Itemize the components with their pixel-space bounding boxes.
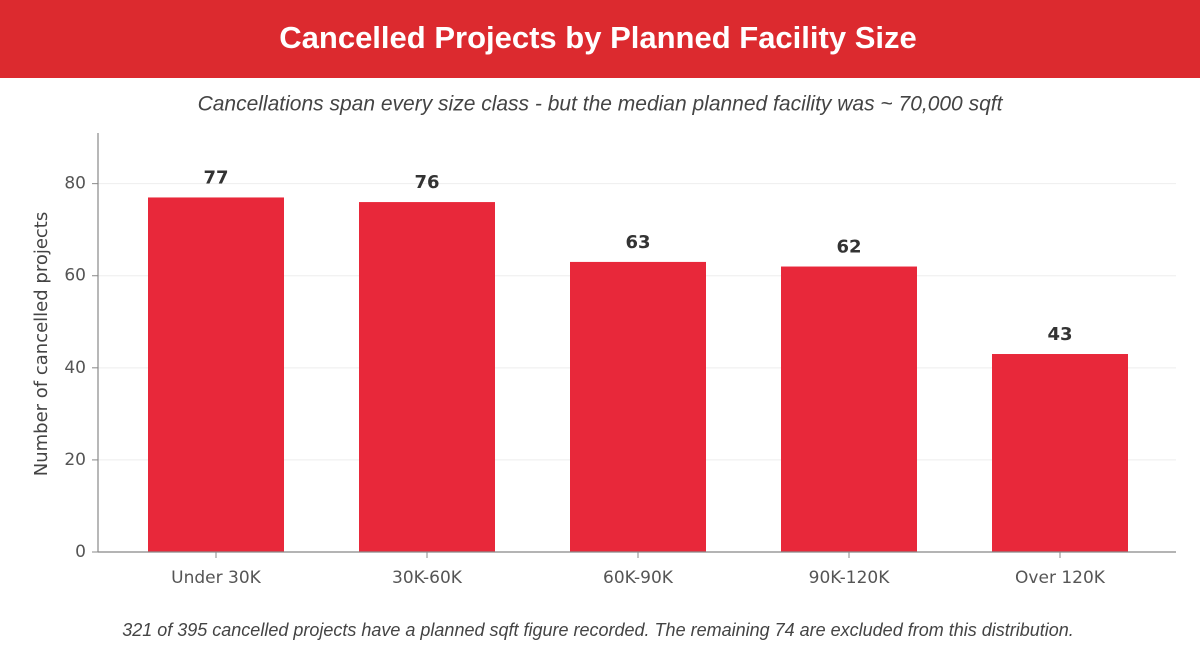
y-tick-label: 20 <box>64 450 86 470</box>
value-label: 76 <box>414 172 439 193</box>
y-tick-label: 80 <box>64 174 86 194</box>
value-label: 43 <box>1047 324 1072 345</box>
value-label: 62 <box>836 237 861 258</box>
x-tick-label: Under 30K <box>171 568 261 588</box>
footnote: 321 of 395 cancelled projects have a pla… <box>122 620 1074 640</box>
chart-title: Cancelled Projects by Planned Facility S… <box>279 20 916 55</box>
bar <box>992 354 1128 552</box>
chart-subtitle: Cancellations span every size class - bu… <box>198 93 1004 116</box>
bar <box>781 266 917 552</box>
x-tick-label: 60K-90K <box>603 568 674 588</box>
y-tick-label: 40 <box>64 358 86 378</box>
bar <box>148 197 284 552</box>
x-tick-label: 30K-60K <box>392 568 463 588</box>
x-tick-label: 90K-120K <box>809 568 891 588</box>
bar <box>570 261 706 552</box>
value-label: 63 <box>625 232 650 253</box>
bar <box>359 202 495 553</box>
y-axis-label: Number of cancelled projects <box>31 212 52 476</box>
x-tick-label: Over 120K <box>1015 568 1106 588</box>
bars: Under 30K 77 30K-60K 76 60K-90K 63 90K-120K 62 O… <box>148 167 1128 588</box>
value-label: 77 <box>203 167 228 188</box>
header-band <box>0 0 1200 78</box>
y-tick-label: 60 <box>64 266 86 286</box>
y-tick-label: 0 <box>75 542 86 562</box>
